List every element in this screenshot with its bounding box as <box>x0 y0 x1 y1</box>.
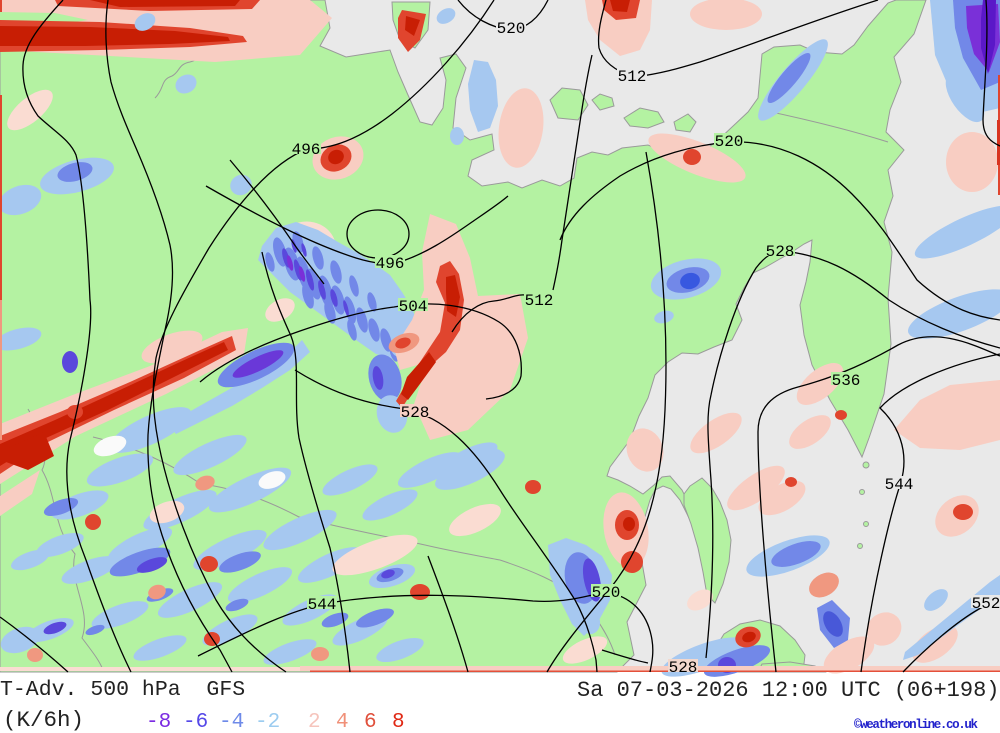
svg-text:496: 496 <box>292 141 321 159</box>
svg-text:504: 504 <box>399 298 428 316</box>
svg-text:552: 552 <box>972 595 1000 613</box>
svg-text:536: 536 <box>832 372 861 390</box>
svg-text:©weatheronline.co.uk: ©weatheronline.co.uk <box>854 718 978 732</box>
svg-text:528: 528 <box>401 404 430 422</box>
svg-text:6: 6 <box>364 711 377 733</box>
svg-text:496: 496 <box>376 255 405 273</box>
svg-text:-2: -2 <box>255 711 280 733</box>
svg-text:2: 2 <box>308 711 321 733</box>
svg-text:T-Adv. 500 hPa GFS: T-Adv. 500 hPa GFS <box>0 678 245 702</box>
svg-text:544: 544 <box>308 596 337 614</box>
svg-text:544: 544 <box>885 476 914 494</box>
svg-text:512: 512 <box>525 292 554 310</box>
svg-text:-4: -4 <box>219 711 244 733</box>
svg-text:528: 528 <box>766 243 795 261</box>
svg-text:520: 520 <box>715 133 744 151</box>
svg-text:4: 4 <box>336 711 349 733</box>
svg-text:Sa 07-03-2026 12:00 UTC (06+19: Sa 07-03-2026 12:00 UTC (06+198) <box>577 678 999 703</box>
svg-text:520: 520 <box>497 20 526 38</box>
svg-text:-8: -8 <box>146 711 171 733</box>
svg-text:8: 8 <box>392 711 405 733</box>
svg-text:512: 512 <box>618 68 647 86</box>
svg-text:520: 520 <box>592 584 621 602</box>
svg-text:-6: -6 <box>183 711 208 733</box>
svg-text:528: 528 <box>669 659 698 677</box>
svg-text:(K/6h): (K/6h) <box>3 707 84 733</box>
